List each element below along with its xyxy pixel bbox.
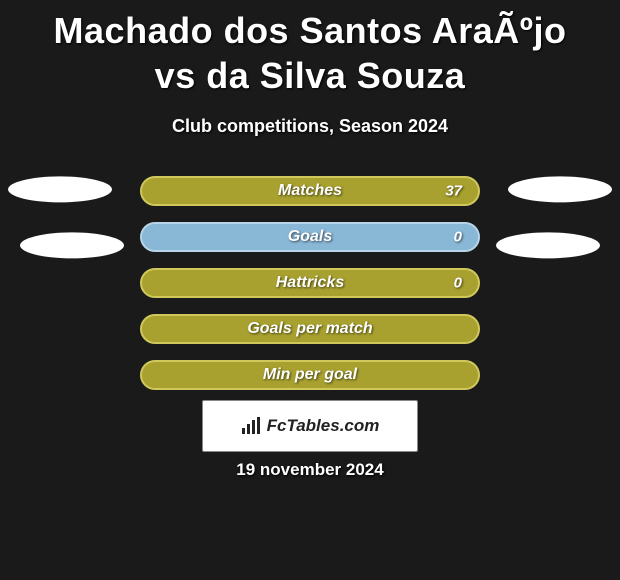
player-right-marker [496,232,600,258]
stat-row: Min per goal [0,355,620,401]
stat-bar: Goals0 [140,222,480,252]
page-title: Machado dos Santos AraÃºjo vs da Silva S… [0,0,620,98]
stat-row: Goals per match [0,309,620,355]
player-left-marker [20,232,124,258]
stat-bar: Min per goal [140,360,480,390]
date-text: 19 november 2024 [0,460,620,480]
bar-chart-icon [241,417,263,435]
stat-value: 37 [445,183,462,200]
stat-label: Goals per match [142,320,478,338]
stat-rows: Matches37Goals0Hattricks0Goals per match… [0,171,620,401]
stat-label: Matches [142,182,478,200]
brand-text: FcTables.com [267,416,380,436]
stat-value: 0 [454,229,462,246]
stat-row: Hattricks0 [0,263,620,309]
stat-label: Min per goal [142,366,478,384]
comparison-card: Machado dos Santos AraÃºjo vs da Silva S… [0,0,620,580]
stat-label: Goals [142,228,478,246]
stat-row: Goals0 [0,217,620,263]
player-right-marker [508,176,612,202]
stat-bar: Goals per match [140,314,480,344]
brand-box[interactable]: FcTables.com [202,400,418,452]
stat-value: 0 [454,275,462,292]
player-left-marker [8,176,112,202]
page-subtitle: Club competitions, Season 2024 [0,116,620,137]
stat-row: Matches37 [0,171,620,217]
stat-label: Hattricks [142,274,478,292]
stat-bar: Matches37 [140,176,480,206]
stat-bar: Hattricks0 [140,268,480,298]
